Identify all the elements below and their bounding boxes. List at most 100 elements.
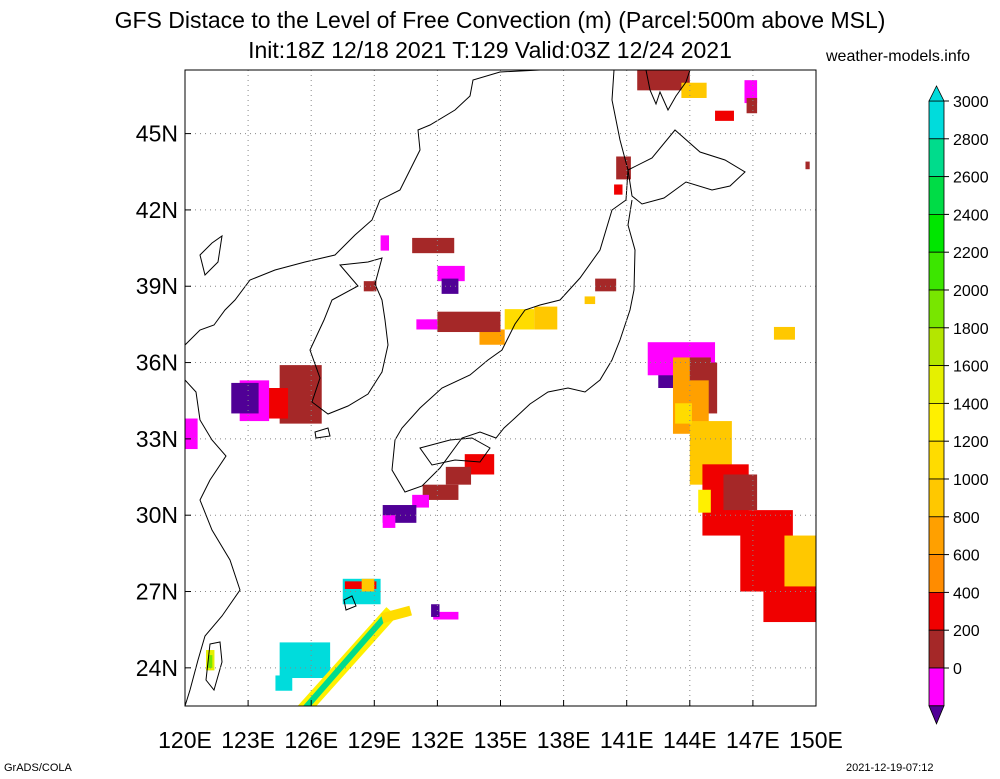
lfc-cell (479, 329, 505, 345)
colorbar-label: 3000 (953, 94, 989, 111)
lfc-cell (279, 642, 331, 679)
lfc-cell (231, 382, 259, 414)
lon-tick-label: 123E (221, 727, 275, 753)
lat-tick-label: 42N (136, 197, 178, 223)
lfc-cell (437, 265, 465, 282)
lfc-cell (616, 156, 631, 180)
colorbar-swatch (928, 176, 945, 215)
colorbar-label: 2400 (953, 207, 989, 224)
jeju-coast (314, 427, 331, 439)
okinawa-coast (343, 595, 357, 611)
lat-tick-label: 39N (136, 273, 178, 299)
lfc-cell (431, 604, 440, 617)
lfc-cell (744, 80, 758, 104)
lfc-cell (445, 466, 472, 485)
liaodong-coast (199, 234, 223, 276)
lfc-band (380, 605, 412, 624)
colorbar-swatch (928, 289, 945, 329)
colorbar-label: 400 (953, 585, 980, 602)
lon-tick-label: 144E (663, 727, 717, 753)
taiwan-coast (205, 641, 223, 692)
lfc-cell (595, 278, 617, 292)
colorbar-swatch (928, 100, 945, 140)
latitude-labels: 24N 27N 30N 33N 36N 39N 42N 45N (136, 121, 178, 681)
lfc-cell (504, 309, 535, 330)
lon-tick-label: 135E (474, 727, 528, 753)
lfc-cell (681, 82, 707, 98)
lat-tick-label: 27N (136, 579, 178, 605)
hokkaido-coast (627, 129, 746, 205)
lfc-cell (380, 235, 390, 251)
lon-tick-label: 120E (158, 727, 212, 753)
lfc-cell (464, 454, 495, 475)
lfc-cell (805, 161, 810, 170)
lat-tick-label: 33N (136, 426, 178, 452)
lfc-cell (422, 484, 459, 500)
lat-tick-label: 30N (136, 502, 178, 528)
colorbar-label: 600 (953, 548, 980, 565)
lfc-cell (715, 110, 734, 121)
china-south-coast (185, 379, 241, 706)
lfc-cell (344, 581, 377, 589)
colorbar-swatch (928, 592, 945, 631)
lon-tick-label: 147E (726, 727, 780, 753)
sakhalin-coast (645, 70, 691, 112)
colorbar-label: 2200 (953, 245, 989, 262)
lfc-cell (584, 296, 596, 305)
lfc-cell (746, 97, 758, 114)
lfc-cell (208, 655, 213, 668)
map-frame (184, 69, 817, 707)
colorbar-swatch (928, 478, 945, 518)
colorbar-swatch (928, 365, 945, 404)
coastline-layer (185, 70, 746, 706)
lfc-cell (534, 306, 558, 330)
lon-tick-label: 150E (789, 727, 843, 753)
colorbar-swatch (928, 667, 945, 707)
japan-coast (391, 70, 636, 493)
colorbar-swatch (928, 138, 945, 178)
colorbar-label: 800 (953, 510, 980, 527)
lon-tick-label: 132E (411, 727, 465, 753)
colorbar-top-arrow (928, 85, 945, 102)
lfc-field-layer (185, 70, 816, 706)
colorbar-swatch (928, 402, 945, 442)
lat-tick-label: 36N (136, 350, 178, 376)
colorbar-swatch (928, 251, 945, 291)
lfc-cell (784, 535, 816, 587)
colorbar-label: 200 (953, 623, 980, 640)
colorbar-label: 1200 (953, 434, 989, 451)
lfc-cell (416, 319, 438, 330)
shikoku-coast (419, 437, 491, 466)
lfc-cell (275, 675, 293, 691)
colorbar: 3000280026002400220020001800160014001200… (928, 85, 989, 725)
lon-tick-label: 138E (537, 727, 591, 753)
lon-tick-label: 129E (347, 727, 401, 753)
site-credit: weather-models.info (826, 48, 971, 65)
lfc-cell (382, 515, 396, 528)
lfc-cell (412, 237, 455, 254)
colorbar-swatch (928, 516, 945, 555)
lfc-cell (614, 184, 623, 195)
software-credit: GrADS/COLA (4, 762, 72, 774)
lfc-cell (437, 311, 501, 333)
lfc-cell (185, 418, 198, 450)
lon-tick-label: 126E (284, 727, 338, 753)
map-title: GFS Distace to the Level of Free Convect… (114, 7, 886, 33)
colorbar-label: 2000 (953, 283, 989, 300)
lfc-cell (361, 578, 375, 592)
lfc-cell (723, 474, 758, 511)
lfc-cell (689, 357, 711, 381)
longitude-labels: 120E 123E 126E 129E 132E 135E 138E 141E 144E 147E… (158, 727, 843, 753)
colorbar-label: 1000 (953, 472, 989, 489)
lfc-band (303, 612, 390, 706)
colorbar-swatch (928, 554, 945, 593)
timestamp: 2021-12-19-07:12 (846, 762, 934, 774)
mainland-coast (185, 70, 541, 346)
colorbar-label: 0 (953, 661, 962, 678)
lat-tick-label: 24N (136, 655, 178, 681)
colorbar-label: 1600 (953, 359, 989, 376)
colorbar-swatch (928, 327, 945, 366)
colorbar-label: 2800 (953, 132, 989, 149)
map-subtitle: Init:18Z 12/18 2021 T:129 Valid:03Z 12/2… (248, 37, 732, 63)
